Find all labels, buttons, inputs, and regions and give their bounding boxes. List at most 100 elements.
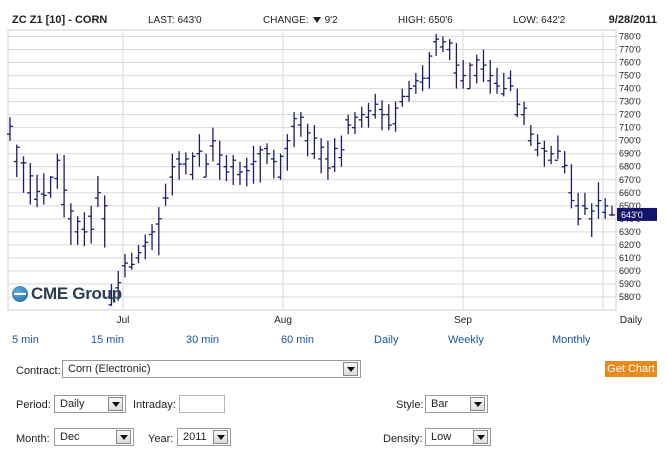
period-link-monthly[interactable]: Monthly — [552, 334, 591, 346]
ohlc-bar — [480, 49, 487, 83]
change-value: 9'2 — [324, 15, 338, 26]
x-tick-label: Aug — [274, 315, 292, 326]
change-label: CHANGE: — [263, 15, 309, 26]
ohlc-bar — [257, 145, 264, 183]
style-select[interactable]: Bar — [425, 395, 488, 413]
contract-select[interactable]: Corn (Electronic) — [62, 360, 361, 378]
ohlc-bar — [358, 106, 365, 128]
ohlc-bar — [446, 39, 453, 60]
period-link-daily[interactable]: Daily — [374, 334, 399, 346]
intraday-input[interactable] — [179, 395, 225, 413]
ohlc-bar — [230, 155, 237, 185]
ohlc-bar — [324, 140, 331, 180]
ohlc-bar — [182, 152, 189, 175]
period-link-weekly[interactable]: Weekly — [448, 334, 484, 346]
high-price: HIGH: 650'6 — [398, 15, 453, 26]
month-select[interactable]: Dec — [54, 428, 134, 446]
contract-value: Corn (Electronic) — [68, 363, 151, 375]
y-tick-label: 630'0 — [619, 227, 641, 237]
ohlc-bar — [609, 205, 615, 217]
ohlc-bar — [507, 70, 514, 92]
ohlc-bar — [13, 144, 20, 178]
ohlc-bar — [40, 173, 47, 205]
style-value: Bar — [431, 398, 449, 410]
ohlc-bar — [162, 183, 169, 206]
ohlc-bar — [534, 134, 541, 157]
ohlc-bar — [419, 65, 426, 92]
ohlc-bar — [331, 138, 338, 172]
ohlc-bar — [575, 192, 582, 226]
ohlc-bar — [54, 153, 61, 189]
ohlc-bar — [602, 198, 609, 219]
x-tick-label: Sep — [454, 315, 472, 326]
x-axis-daily-label: Daily — [620, 315, 642, 326]
y-tick-label: 770'0 — [619, 45, 641, 55]
ohlc-bar — [264, 143, 271, 165]
density-select[interactable]: Low — [425, 428, 491, 446]
ohlc-bar — [94, 175, 101, 208]
cme-globe-icon — [12, 286, 28, 302]
ohlc-bar — [379, 100, 386, 131]
style-label: Style: — [396, 399, 424, 411]
ohlc-bar — [406, 80, 413, 102]
period-select[interactable]: Daily — [54, 395, 126, 413]
ohlc-bar — [548, 145, 555, 165]
y-tick-label: 710'0 — [619, 123, 641, 133]
ohlc-bar — [223, 155, 230, 182]
ohlc-bar — [236, 161, 243, 185]
ohlc-bar — [581, 192, 588, 215]
ohlc-bar — [284, 134, 291, 171]
price-chart: 580'0590'0600'0610'0620'0630'0640'0650'0… — [7, 29, 657, 326]
period-link-5min[interactable]: 5 min — [12, 334, 39, 346]
chevron-down-icon — [473, 430, 488, 444]
ohlc-bar — [385, 104, 392, 131]
year-value: 2011 — [183, 431, 207, 443]
ohlc-bar — [487, 59, 494, 94]
ohlc-bar — [149, 224, 156, 251]
ohlc-bar — [554, 135, 561, 161]
year-label: Year: — [148, 433, 174, 445]
ohlc-bar — [20, 156, 27, 193]
ohlc-bar — [277, 153, 284, 180]
y-tick-label: 760'0 — [619, 58, 641, 68]
ohlc-bar — [426, 52, 433, 89]
ohlc-bar — [595, 182, 602, 219]
y-tick-label: 650'0 — [619, 201, 641, 211]
ohlc-bar — [47, 175, 54, 198]
ohlc-bar — [297, 112, 304, 137]
month-value: Dec — [60, 431, 80, 443]
last-price-label: 643'0 — [621, 210, 643, 220]
ohlc-bar — [61, 155, 68, 218]
ohlc-bar — [412, 72, 419, 94]
month-label: Month: — [16, 433, 50, 445]
density-value: Low — [431, 431, 452, 443]
ohlc-bar — [304, 123, 311, 157]
ohlc-bar — [527, 125, 534, 146]
period-link-60min[interactable]: 60 min — [281, 334, 315, 346]
period-label: Period: — [16, 399, 51, 411]
ohlc-bar — [169, 153, 176, 196]
ohlc-bar — [67, 203, 74, 245]
ohlc-bar — [372, 93, 379, 119]
change: CHANGE: 9'2 — [263, 15, 338, 26]
ohlc-bar — [74, 216, 81, 245]
ohlc-bar — [291, 112, 298, 148]
ohlc-bar — [176, 151, 183, 180]
ohlc-bar — [155, 207, 162, 256]
y-tick-label: 740'0 — [619, 84, 641, 94]
get-chart-button[interactable]: Get Chart — [605, 361, 657, 377]
period-link-15min[interactable]: 15 min — [91, 334, 125, 346]
year-select[interactable]: 2011 — [177, 428, 231, 446]
ohlc-bar — [121, 254, 128, 278]
ohlc-bar — [460, 59, 467, 89]
chevron-down-icon — [108, 397, 123, 411]
y-tick-label: 780'0 — [619, 32, 641, 42]
x-tick-label: Jul — [117, 315, 130, 326]
period-link-30min[interactable]: 30 min — [186, 334, 220, 346]
ohlc-bar — [34, 174, 41, 208]
period-links: 5 min 15 min 30 min 60 min Daily Weekly … — [0, 334, 667, 350]
ohlc-bar — [494, 67, 501, 94]
cme-group-logo: CME Group — [12, 284, 122, 304]
ohlc-bar — [561, 151, 568, 174]
ohlc-bar — [318, 138, 325, 174]
